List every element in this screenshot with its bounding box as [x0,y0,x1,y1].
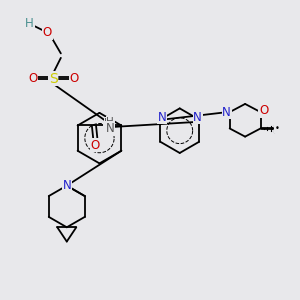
Text: •: • [274,124,279,133]
Text: H: H [104,118,112,128]
Text: N: N [103,122,112,136]
Text: O: O [43,26,52,39]
Text: O: O [28,72,37,85]
Text: H: H [106,117,114,127]
Text: O: O [70,72,79,85]
Text: H: H [25,17,34,30]
Text: N: N [222,106,231,118]
Text: O: O [259,104,268,117]
Text: O: O [91,139,100,152]
Text: N: N [193,111,202,124]
Text: N: N [106,122,115,135]
Text: N: N [158,111,166,124]
Text: N: N [62,179,71,192]
Text: S: S [49,72,58,86]
